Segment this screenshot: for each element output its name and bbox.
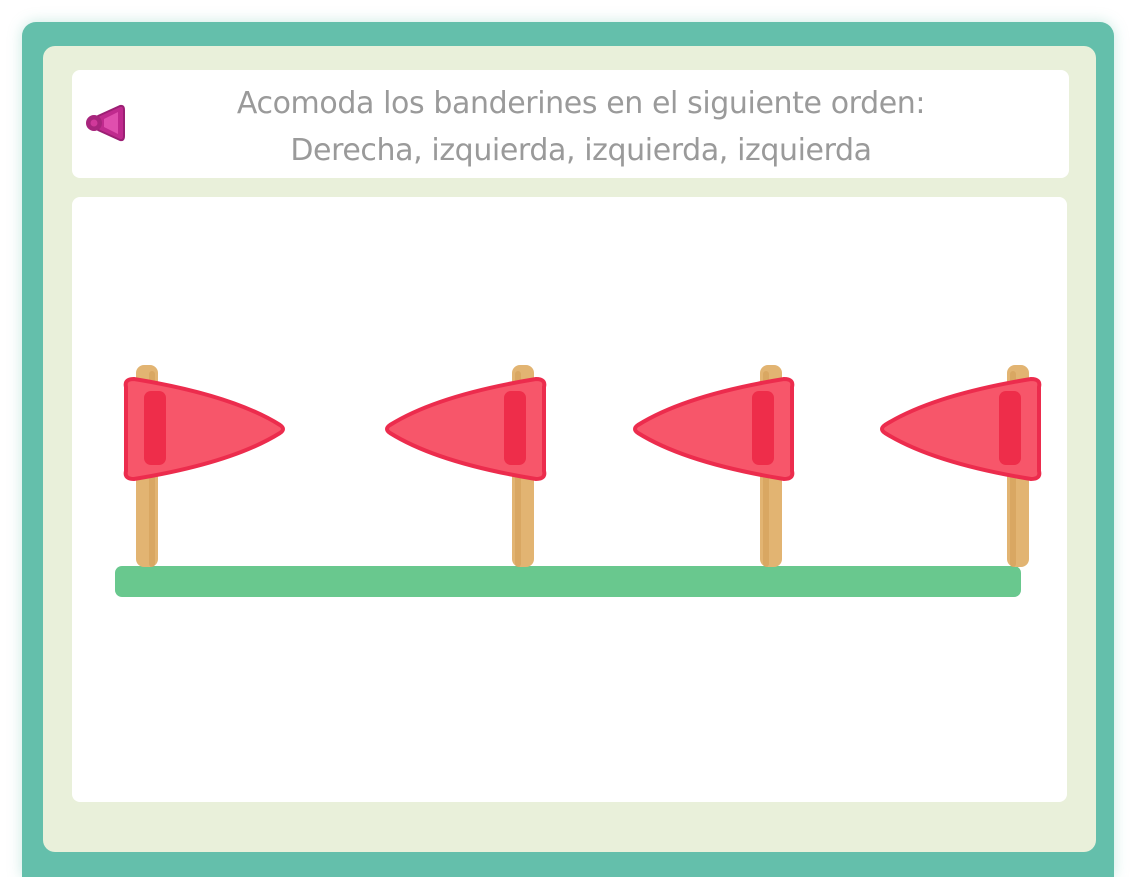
flag-stripe: [999, 391, 1021, 465]
instruction-line-2: Derecha, izquierda, izquierda, izquierda: [290, 133, 872, 168]
pennant-4[interactable]: [873, 357, 1053, 567]
game-inner-panel: Acomoda los banderines en el siguiente o…: [43, 46, 1096, 852]
ground-bar: [115, 566, 1021, 597]
game-frame: Acomoda los banderines en el siguiente o…: [22, 22, 1114, 877]
pennant-4-graphic: [880, 365, 1042, 567]
speaker-icon: [86, 104, 125, 142]
pennant-2-graphic: [385, 365, 547, 567]
flag-stripe: [752, 391, 774, 465]
instruction-line-1: Acomoda los banderines en el siguiente o…: [236, 86, 926, 121]
pennant-1[interactable]: [112, 357, 292, 567]
speaker-button[interactable]: [82, 100, 132, 146]
pennant-3[interactable]: [626, 357, 806, 567]
pennant-2[interactable]: [378, 357, 558, 567]
instruction-panel: Acomoda los banderines en el siguiente o…: [72, 70, 1069, 178]
pennant-3-graphic: [633, 365, 795, 567]
flag-stripe: [504, 391, 526, 465]
pennant-1-graphic: [123, 365, 285, 567]
play-area: [72, 197, 1067, 802]
instruction-text: Acomoda los banderines en el siguiente o…: [152, 80, 1010, 174]
flag-stripe: [144, 391, 166, 465]
